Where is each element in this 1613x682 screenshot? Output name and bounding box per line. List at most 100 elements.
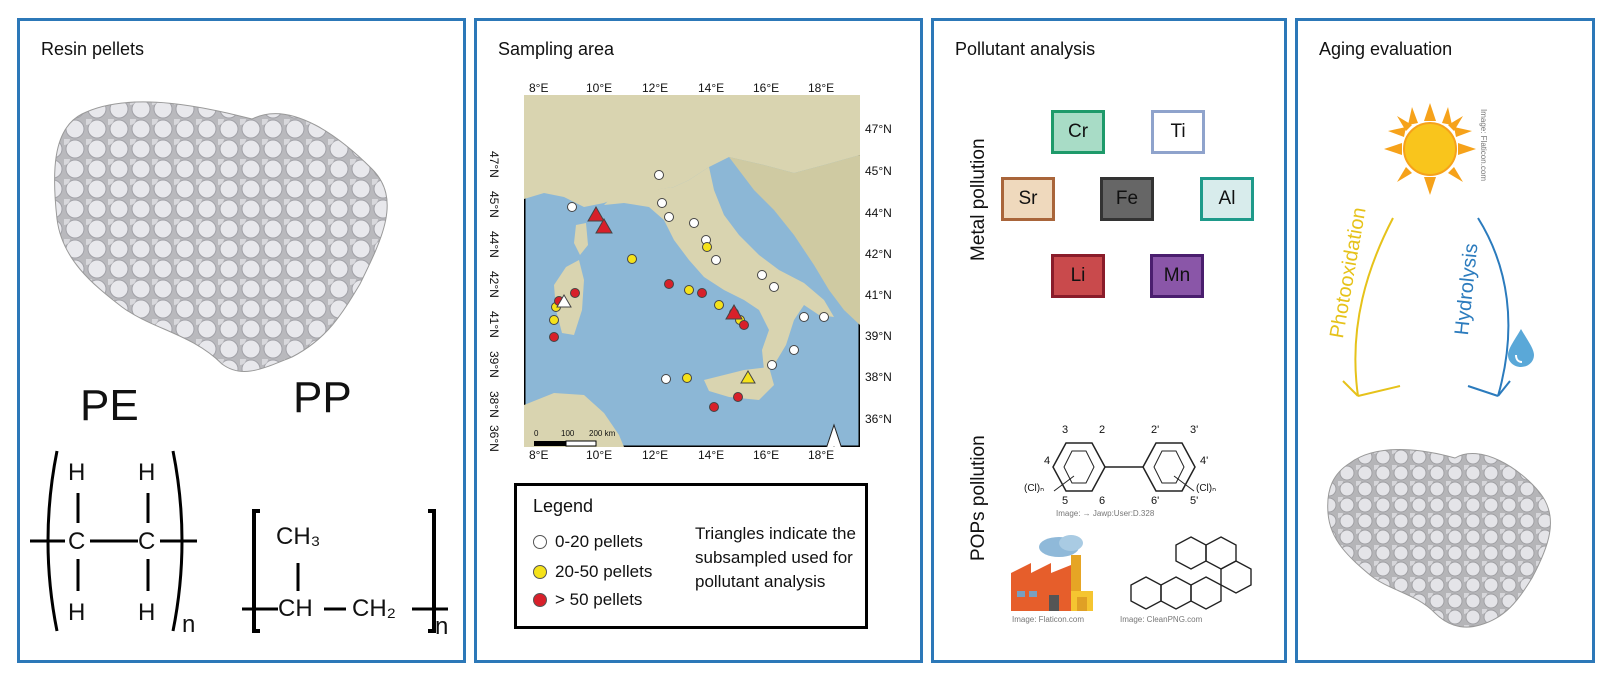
panel-aging-evaluation: Aging evaluation Image: Flaticon.com Pho… — [1295, 18, 1595, 663]
scale-label-zero: 0 — [534, 429, 539, 438]
credit-sun: Image: Flaticon.com — [1479, 109, 1488, 182]
pellets-image — [54, 101, 388, 373]
lat-label-right: 42°N — [865, 247, 892, 261]
panel-title: Pollutant analysis — [955, 39, 1096, 59]
scale-label-mid: 100 — [561, 429, 575, 438]
legend-item: > 50 pellets — [533, 590, 642, 610]
metal-sr: Sr — [1001, 177, 1055, 221]
yellow-dot-icon — [533, 565, 547, 579]
lat-label-right: 47°N — [865, 122, 892, 136]
legend-item-label: 20-50 pellets — [555, 562, 653, 581]
lon-label-top: 18°E — [808, 81, 835, 95]
pcb-pos-4: 4 — [1044, 455, 1051, 467]
pcb-pos-6: 6 — [1099, 495, 1106, 507]
lat-label-left: 38°N — [487, 391, 501, 418]
lon-label-bottom: 8°E — [529, 448, 549, 462]
lat-label-right: 36°N — [865, 412, 892, 426]
pp-label: PP — [293, 373, 352, 422]
pah-structure — [1130, 536, 1252, 610]
metal-al: Al — [1200, 177, 1254, 221]
pcb-pos-2: 2 — [1099, 424, 1106, 436]
credit-pcb: Image: → Jawp:User:D.328 — [1056, 509, 1155, 518]
metal-pollution-label: Metal pollution — [968, 138, 989, 261]
lat-label-right: 45°N — [865, 164, 892, 178]
lat-label-right: 39°N — [865, 329, 892, 343]
metal-fe: Fe — [1100, 177, 1154, 221]
pe-atom-h4: H — [138, 599, 156, 626]
pe-atom-c1: C — [68, 528, 86, 555]
legend-item: 0-20 pellets — [533, 532, 643, 552]
lat-label-right: 38°N — [865, 370, 892, 384]
lat-label-left: 36°N — [487, 425, 501, 452]
aged-pellets-image — [1327, 449, 1551, 628]
pe-structure — [30, 450, 197, 632]
pcb-pos-2p: 2' — [1151, 424, 1160, 436]
italy-map — [524, 95, 860, 447]
credit-pah: Image: CleanPNG.com — [1120, 615, 1203, 624]
lat-label-left: 47°N — [487, 151, 501, 178]
pe-subscript-n: n — [182, 611, 196, 638]
sun-icon — [1384, 103, 1476, 195]
pops-pollution-label: POPs pollution — [968, 435, 989, 561]
lat-label-left: 39°N — [487, 351, 501, 378]
scale-label-end: 200 km — [589, 429, 616, 438]
lat-label-left: 41°N — [487, 311, 501, 338]
panel-resin-pellets: Resin pellets PE PP H H C C H H n — [17, 18, 466, 663]
lat-label-left: 45°N — [487, 191, 501, 218]
pcb-pos-3: 3 — [1062, 424, 1069, 436]
pe-atom-c2: C — [138, 528, 156, 555]
lon-label-top: 12°E — [642, 81, 669, 95]
lat-label-right: 44°N — [865, 206, 892, 220]
water-drop-icon — [1508, 329, 1534, 367]
lon-label-top: 10°E — [586, 81, 613, 95]
pe-atom-h1: H — [68, 459, 86, 486]
panel-title: Resin pellets — [41, 39, 145, 59]
panel-sampling-area: Sampling area 8°E 10°E 12°E 14°E 16°E 18… — [474, 18, 923, 663]
lon-label-bottom: 16°E — [753, 448, 780, 462]
lat-label-left: 44°N — [487, 231, 501, 258]
lon-label-bottom: 18°E — [808, 448, 835, 462]
pe-label: PE — [80, 381, 139, 430]
pcb-pos-5p: 5' — [1190, 495, 1199, 507]
panel-title: Sampling area — [498, 39, 615, 59]
credit-factory: Image: Flaticon.com — [1012, 615, 1085, 624]
metal-ti: Ti — [1151, 110, 1205, 154]
pp-structure — [242, 509, 448, 633]
pp-subscript-n: n — [435, 613, 449, 640]
pcb-structure — [1052, 442, 1196, 492]
factory-icon — [1011, 535, 1093, 611]
pcb-pos-6p: 6' — [1151, 495, 1160, 507]
legend-item-label: > 50 pellets — [555, 590, 643, 609]
legend-title: Legend — [533, 496, 594, 516]
north-arrow-icon — [826, 423, 842, 447]
lon-label-top: 14°E — [698, 81, 725, 95]
pcb-pos-4p: 4' — [1200, 455, 1209, 467]
sampling-points — [549, 170, 829, 412]
legend-note: Triangles indicate the subsampled used f… — [695, 524, 856, 591]
lon-label-bottom: 14°E — [698, 448, 725, 462]
pe-atom-h2: H — [138, 459, 156, 486]
pe-atom-h3: H — [68, 599, 86, 626]
panel-title: Aging evaluation — [1319, 39, 1453, 59]
metal-mn: Mn — [1150, 254, 1204, 298]
panel-pollutant-analysis: Pollutant analysis Metal pollution Cr Ti… — [931, 18, 1287, 663]
aging-arrows — [1342, 217, 1511, 397]
lat-label-right: 41°N — [865, 288, 892, 302]
white-dot-icon — [533, 535, 547, 549]
lon-label-top: 8°E — [529, 81, 549, 95]
lon-label-top: 16°E — [753, 81, 780, 95]
pp-atom-ch2: CH₂ — [352, 595, 396, 622]
pcb-pos-5: 5 — [1062, 495, 1069, 507]
pcb-cl-right: (Cl)ₙ — [1196, 483, 1217, 494]
lon-label-bottom: 10°E — [586, 448, 613, 462]
pp-atom-ch3: CH₃ — [276, 523, 321, 550]
legend-item: 20-50 pellets — [533, 562, 652, 582]
pcb-pos-3p: 3' — [1190, 424, 1199, 436]
pcb-cl-left: (Cl)ₙ — [1024, 483, 1045, 494]
map-legend: Legend 0-20 pellets 20-50 pellets > 50 p… — [514, 483, 868, 629]
metal-cr: Cr — [1051, 110, 1105, 154]
legend-item-label: 0-20 pellets — [555, 532, 643, 551]
metal-li: Li — [1051, 254, 1105, 298]
lon-label-bottom: 12°E — [642, 448, 669, 462]
lat-label-left: 42°N — [487, 271, 501, 298]
